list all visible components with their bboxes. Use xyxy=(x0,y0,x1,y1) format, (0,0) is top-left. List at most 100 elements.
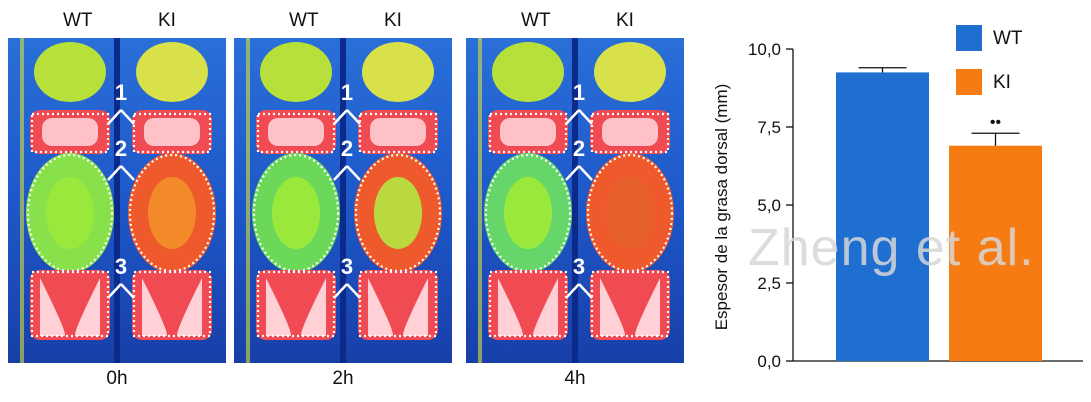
watermark-text: Zheng et al. xyxy=(748,219,1035,277)
edge-glow xyxy=(246,38,250,363)
region-number-3: 3 xyxy=(341,254,353,279)
thermal-svg: 1 2 3 xyxy=(234,38,452,363)
region-arrow xyxy=(333,283,361,299)
region-outline-1 xyxy=(256,112,336,154)
y-axis-label: Espesor de la grasa dorsal (mm) xyxy=(712,84,731,331)
region-outline-2 xyxy=(354,153,442,273)
head-region xyxy=(594,42,666,102)
shoulder-hot xyxy=(268,118,324,146)
head-region xyxy=(492,42,564,102)
region-arrow xyxy=(565,165,593,181)
region-arrow xyxy=(333,109,361,125)
region-outline-2 xyxy=(484,153,572,273)
gap-shadow xyxy=(572,38,578,363)
head-region xyxy=(136,42,208,102)
region-outline-2 xyxy=(128,153,216,273)
ki-column-label: KI xyxy=(158,10,176,31)
region-number-2: 2 xyxy=(341,136,353,161)
rear-hot xyxy=(75,278,100,337)
panel-header: WT KI xyxy=(466,10,684,36)
back-core xyxy=(46,177,94,249)
thermal-panel-0h: WT KI 1 2 3 0h xyxy=(8,0,226,402)
thermal-image: 1 2 3 xyxy=(466,38,684,363)
thermal-panel-2h: WT KI 1 2 3 2h xyxy=(234,0,452,402)
wt-pig xyxy=(26,42,114,340)
rear-hot xyxy=(403,278,428,337)
legend-label-ki: KI xyxy=(993,72,1011,93)
region-number-1: 1 xyxy=(341,80,353,105)
time-label: 2h xyxy=(332,368,354,389)
region-outline-1 xyxy=(590,112,670,154)
region-arrow xyxy=(565,109,593,125)
region-arrow xyxy=(565,283,593,299)
y-tick-label: 7,5 xyxy=(757,118,781,137)
thermal-panel-4h: WT KI 1 2 3 4h xyxy=(466,0,684,402)
thermal-image: 1 2 3 xyxy=(8,38,226,363)
shoulder-hot xyxy=(42,118,98,146)
y-tick-label: 2,5 xyxy=(757,274,781,293)
gap-shadow xyxy=(340,38,346,363)
edge-glow xyxy=(20,38,24,363)
region-arrow xyxy=(107,283,135,299)
gap-shadow xyxy=(114,38,120,363)
shoulder-hot xyxy=(370,118,426,146)
legend-swatch-ki xyxy=(956,69,982,95)
rear-hot xyxy=(368,278,393,337)
y-tick-label: 0,0 xyxy=(757,352,781,371)
wt-column-label: WT xyxy=(63,10,93,31)
rear-hot xyxy=(177,278,202,337)
ki-column-label: KI xyxy=(616,10,634,31)
legend-swatch-wt xyxy=(956,25,982,51)
y-tick-label: 5,0 xyxy=(757,196,781,215)
head-region xyxy=(260,42,332,102)
wt-pig xyxy=(484,42,572,340)
thermal-image: 1 2 3 xyxy=(234,38,452,363)
panel-header: WT KI xyxy=(8,10,226,36)
region-outline-1 xyxy=(132,112,212,154)
edge-glow xyxy=(478,38,482,363)
wt-column-label: WT xyxy=(289,10,319,31)
rear-hot xyxy=(498,278,523,337)
head-region xyxy=(34,42,106,102)
region-outline-1 xyxy=(30,112,110,154)
time-label: 4h xyxy=(564,368,586,389)
rear-hot xyxy=(533,278,558,337)
head-region xyxy=(362,42,434,102)
region-number-1: 1 xyxy=(573,80,585,105)
rear-hot xyxy=(266,278,291,337)
region-number-2: 2 xyxy=(115,136,127,161)
back-core xyxy=(606,177,654,249)
region-outline-2 xyxy=(252,153,340,273)
panel-header: WT KI xyxy=(234,10,452,36)
rear-hot xyxy=(600,278,625,337)
y-tick-label: 10,0 xyxy=(748,40,781,59)
bar-chart: 0,0 2,5 5,0 7,5 10,0 Espesor de la grasa dors… xyxy=(712,25,1083,371)
region-arrow xyxy=(333,165,361,181)
region-arrow xyxy=(107,165,135,181)
region-number-3: 3 xyxy=(115,254,127,279)
shoulder-hot xyxy=(500,118,556,146)
rear-hot xyxy=(635,278,660,337)
bar-ki xyxy=(949,145,1042,361)
wt-pig xyxy=(252,42,340,340)
wt-column-label: WT xyxy=(521,10,551,31)
bar-wt xyxy=(836,72,929,362)
shoulder-hot xyxy=(602,118,658,146)
rear-hot xyxy=(142,278,167,337)
region-number-1: 1 xyxy=(115,80,127,105)
thermal-svg: 1 2 3 xyxy=(8,38,226,363)
region-outline-1 xyxy=(358,112,438,154)
significance-marker: •• xyxy=(990,114,1001,131)
ki-pig xyxy=(128,42,216,340)
ki-column-label: KI xyxy=(384,10,402,31)
back-core xyxy=(272,177,320,249)
region-outline-2 xyxy=(26,153,114,273)
region-outline-1 xyxy=(488,112,568,154)
legend-label-wt: WT xyxy=(993,28,1023,49)
thermal-svg: 1 2 3 xyxy=(466,38,684,363)
time-label: 0h xyxy=(106,368,128,389)
region-number-3: 3 xyxy=(573,254,585,279)
ki-pig xyxy=(354,42,442,340)
back-core xyxy=(148,177,196,249)
region-outline-2 xyxy=(586,153,674,273)
